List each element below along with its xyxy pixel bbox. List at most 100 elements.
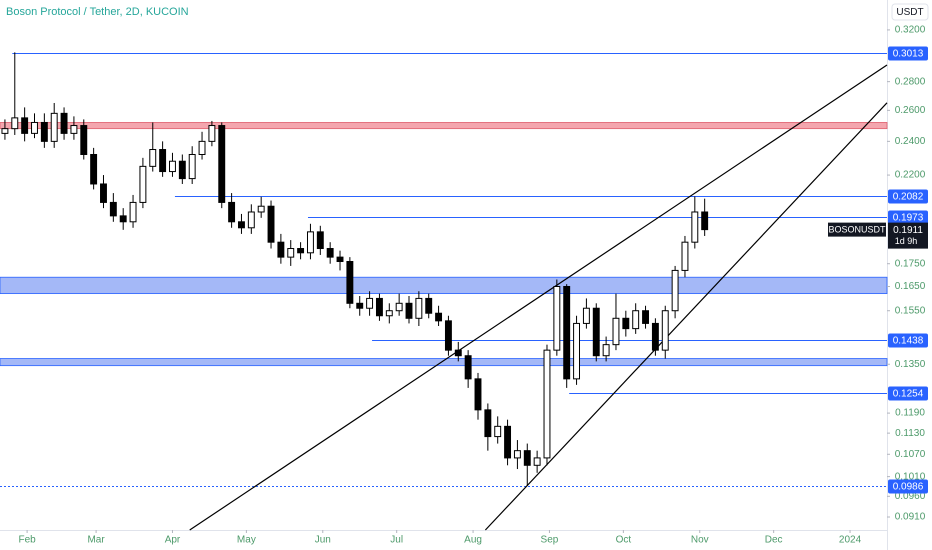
candle-body xyxy=(681,241,689,271)
zone xyxy=(0,122,888,130)
candle-body xyxy=(661,310,669,351)
level-label: 0.3013 xyxy=(893,49,924,60)
y-tick-label: 0.2400 xyxy=(895,136,926,147)
candle-body xyxy=(395,302,403,312)
x-tick-label: Jul xyxy=(390,535,403,546)
candle-body xyxy=(494,425,502,438)
level-label-box xyxy=(888,46,928,61)
candle-body xyxy=(267,205,275,243)
x-tick-label: Oct xyxy=(616,535,632,546)
y-tick-label: 0.2800 xyxy=(895,76,926,87)
y-tick-label: 0.1190 xyxy=(895,408,925,419)
candle-body xyxy=(60,112,68,134)
candle-body xyxy=(513,450,521,459)
candle-body xyxy=(425,297,433,314)
last-price-box xyxy=(888,222,928,249)
level-label-box xyxy=(888,479,928,494)
y-tick-label: 0.1070 xyxy=(895,449,926,460)
candle-body xyxy=(375,297,383,317)
candle-body xyxy=(563,286,571,380)
candle-body xyxy=(70,125,78,134)
candle-body xyxy=(277,241,285,258)
chart-title: Boson Protocol / Tether, 2D, KUCOIN xyxy=(6,6,189,18)
candle-body xyxy=(316,231,324,250)
candle-body xyxy=(119,215,127,223)
candle-body xyxy=(80,125,88,155)
candle-body xyxy=(198,140,206,155)
x-tick-label: Jun xyxy=(315,535,331,546)
candle-body xyxy=(257,205,265,213)
candle-body xyxy=(129,201,137,223)
candle-body xyxy=(21,117,29,134)
zone xyxy=(0,276,888,295)
candle-body xyxy=(602,344,610,357)
candle-body xyxy=(464,355,472,380)
candle-body xyxy=(612,317,620,346)
y-tick-label: 0.1750 xyxy=(895,258,926,269)
x-tick-label: Nov xyxy=(691,535,709,546)
currency-box[interactable] xyxy=(891,3,929,21)
candle-body xyxy=(573,322,581,380)
level-label: 0.2082 xyxy=(893,192,924,203)
candle-body xyxy=(306,231,314,254)
candle-body xyxy=(582,307,590,324)
candle-body xyxy=(159,149,167,173)
candle-body xyxy=(149,149,157,167)
candle-body xyxy=(238,221,245,229)
y-tick-label: 0.1650 xyxy=(895,281,926,292)
y-tick-label: 0.1130 xyxy=(895,428,925,439)
zone xyxy=(0,358,888,367)
x-tick-label: May xyxy=(237,535,256,546)
candle-body xyxy=(356,302,364,309)
symbol-box xyxy=(828,222,886,237)
candle-body xyxy=(100,183,107,203)
countdown-label: 1d 9h xyxy=(895,236,918,246)
candle-body xyxy=(139,165,147,203)
level-label-box xyxy=(888,210,928,225)
candle-body xyxy=(247,211,255,229)
x-tick-label: Mar xyxy=(87,535,105,546)
candle-body xyxy=(553,286,561,351)
candle-body xyxy=(671,269,679,312)
candle-body xyxy=(178,160,186,180)
candle-body xyxy=(11,117,19,130)
candle-body xyxy=(543,349,551,459)
candle-body xyxy=(385,310,393,317)
candle-body xyxy=(504,425,512,459)
level-label: 0.0986 xyxy=(893,482,924,493)
x-tick-label: 2024 xyxy=(839,535,862,546)
x-tick-label: Sep xyxy=(541,535,559,546)
trendline xyxy=(484,102,888,531)
candle-body xyxy=(484,409,492,438)
candle-body xyxy=(346,261,354,304)
currency-label: USDT xyxy=(896,7,923,18)
candle-body xyxy=(533,457,541,466)
symbol-label: BOSONUSDT xyxy=(828,224,886,234)
trendline xyxy=(189,64,888,531)
level-label: 0.1438 xyxy=(893,336,924,347)
candle-body xyxy=(691,211,699,243)
candle-body xyxy=(454,349,462,357)
candle-body xyxy=(405,302,413,319)
level-label-box xyxy=(888,386,928,401)
candle-body xyxy=(415,297,423,319)
y-tick-label: 0.2600 xyxy=(895,105,926,116)
candle-body xyxy=(523,450,531,466)
candle-body xyxy=(50,112,58,142)
candle-body xyxy=(366,297,374,309)
candle-body xyxy=(90,153,98,185)
x-tick-label: Aug xyxy=(464,535,482,546)
candle-body xyxy=(297,248,305,254)
y-tick-label: 0.1550 xyxy=(895,305,926,316)
candle-body xyxy=(109,201,117,217)
candle-body xyxy=(435,312,443,322)
candle-body xyxy=(169,160,176,173)
candle-body xyxy=(474,378,482,411)
candle-body xyxy=(701,211,709,231)
candle-body xyxy=(326,248,334,258)
candle-body xyxy=(218,125,226,203)
x-tick-label: Apr xyxy=(165,535,181,546)
level-label-box xyxy=(888,189,928,204)
candle-body xyxy=(622,317,630,330)
